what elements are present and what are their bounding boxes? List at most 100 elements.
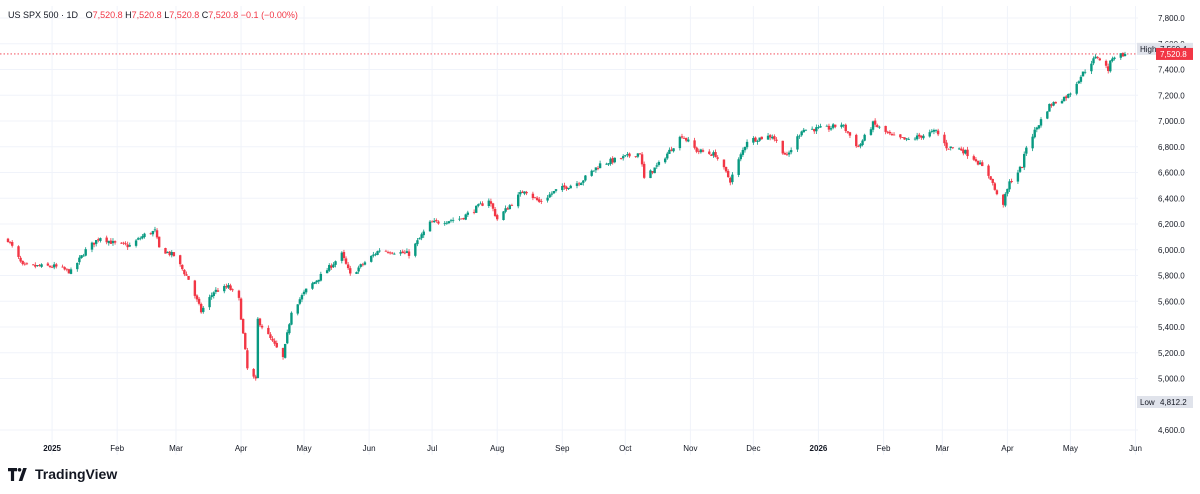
candle-body (134, 240, 138, 246)
price-tick-label: 5,000.0 (1158, 375, 1185, 384)
candle (231, 288, 234, 292)
candle-body (657, 161, 661, 165)
candle (94, 239, 98, 247)
time-tick-label: Mar (935, 444, 949, 453)
candle (111, 238, 115, 246)
candle-body (94, 240, 98, 244)
candle (141, 234, 144, 240)
candle (36, 265, 39, 267)
low-label: L (164, 10, 170, 20)
candle-body (481, 203, 484, 206)
candle-body (624, 155, 627, 157)
candle-body (758, 137, 761, 141)
candle-body (540, 200, 543, 202)
candle (1006, 188, 1009, 197)
candle-body (199, 303, 203, 313)
candle-body (126, 244, 129, 248)
candle (922, 134, 925, 140)
candle (414, 242, 417, 258)
candle-body (21, 260, 24, 265)
candle-body (17, 246, 20, 257)
time-tick-label: Jun (1129, 444, 1142, 453)
candle-body (298, 299, 302, 304)
candle (722, 159, 726, 170)
candle-body (1046, 111, 1049, 119)
candle-body (930, 131, 934, 132)
candle-body (1037, 125, 1041, 129)
candle (31, 264, 35, 266)
candle (477, 203, 480, 208)
candle-body (628, 153, 631, 157)
candle (1113, 56, 1116, 61)
candle (886, 130, 889, 134)
candle (548, 191, 551, 198)
interval[interactable]: 1D (66, 10, 79, 20)
candle (825, 124, 829, 127)
candle (508, 203, 512, 210)
candle-body (831, 124, 835, 128)
candle-body (124, 243, 127, 245)
candle-body (869, 129, 873, 135)
candle (695, 146, 698, 154)
candle-body (918, 134, 921, 137)
high-value: 7,520.8 (131, 10, 162, 20)
candle-body (517, 194, 520, 207)
candle (384, 249, 388, 252)
candle (802, 127, 805, 133)
candle (374, 252, 377, 257)
candle (202, 305, 205, 314)
candle (416, 237, 419, 247)
close-label: C (201, 10, 209, 20)
price-tick-label: 7,800.0 (1158, 14, 1185, 23)
time-tick-label: Apr (235, 444, 248, 453)
candle-body (871, 121, 875, 130)
tradingview-logo-icon (8, 467, 27, 481)
candle (1098, 57, 1102, 61)
price-tick-label: 5,800.0 (1158, 272, 1185, 281)
candle-body (128, 245, 131, 247)
candle (197, 296, 201, 306)
candle-body (1121, 53, 1125, 57)
candle-body (768, 135, 772, 138)
candle (120, 242, 123, 244)
low-value: 7,520.8 (169, 10, 200, 20)
candle-body (359, 264, 362, 267)
candle-body (1018, 166, 1022, 172)
candle-body (195, 295, 199, 300)
candle-body (8, 241, 12, 243)
candle (758, 137, 761, 142)
candle-body (405, 251, 409, 254)
candle-body (712, 152, 715, 156)
candle-body (993, 183, 997, 190)
candle (1050, 103, 1053, 108)
symbol-name[interactable]: US SPX 500 (8, 10, 59, 20)
candle-body (976, 160, 980, 165)
candle-body (535, 197, 539, 201)
tradingview-logo[interactable]: TradingView (8, 466, 117, 482)
candle-body (445, 222, 449, 224)
candle-body (342, 252, 346, 259)
candle (834, 124, 837, 129)
candle-body (672, 148, 675, 152)
candle (546, 195, 549, 203)
time-axis[interactable]: 2025 Feb Mar Apr May Jun Jul Aug Sep Oct Nov Dec 202… (43, 444, 1142, 453)
candle (878, 125, 881, 130)
candle-body (172, 252, 176, 257)
candle-body (317, 279, 320, 282)
candle (407, 249, 411, 259)
candle-body (932, 129, 936, 132)
candle (370, 255, 373, 263)
candle-body (99, 238, 102, 241)
candle-body (428, 221, 432, 232)
candle-body (420, 234, 423, 239)
price-axis[interactable]: 7,800.07,600.07,400.07,200.07,000.06,800… (1138, 0, 1200, 460)
candle (48, 264, 52, 269)
candle (663, 157, 667, 164)
candle-body (905, 138, 908, 140)
candle (563, 182, 566, 190)
candle (428, 219, 432, 232)
candle-body (38, 265, 41, 267)
candle (827, 123, 831, 133)
